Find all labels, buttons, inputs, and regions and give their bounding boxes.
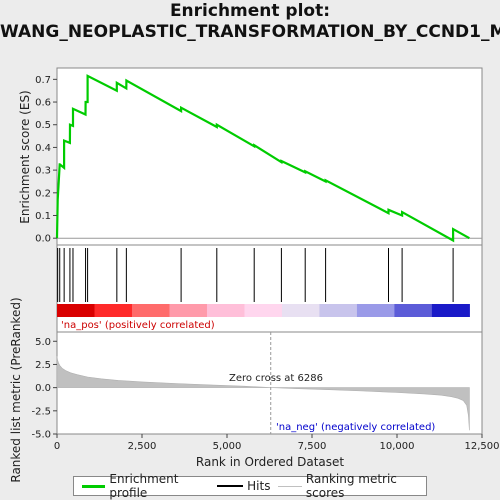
zero-cross-label: Zero cross at 6286	[229, 373, 323, 384]
es-y-tick-label: 0.0	[35, 234, 51, 245]
x-axis-label: Rank in Ordered Dataset	[196, 455, 344, 469]
x-tick-label: 0	[54, 441, 60, 452]
es-y-tick-label: 0.2	[35, 188, 51, 199]
es-panel	[56, 67, 483, 246]
metric-y-tick-label: -5.0	[31, 430, 51, 441]
legend-item-hits: Hits	[217, 479, 270, 493]
es-y-tick-label: 0.3	[35, 166, 51, 177]
heat-segment	[57, 304, 95, 317]
heat-segment	[244, 304, 283, 317]
hit-marks	[57, 248, 454, 302]
axes: 0.0 0.1 0.2 0.3 0.4 0.5 0.6 0.7 -5.0 -2.5 0.0 2.5 5.…	[31, 75, 499, 452]
x-tick-label: 5,000	[213, 441, 242, 452]
legend-hits-swatch	[217, 485, 244, 487]
heat-segment	[131, 304, 170, 317]
metric-y-tick-label: 2.5	[35, 360, 51, 371]
legend-es-swatch	[82, 484, 106, 488]
x-tick-label: 7,500	[298, 441, 327, 452]
metric-area	[56, 356, 470, 431]
es-curve	[55, 74, 470, 243]
legend-item-es: Enrichment profile	[82, 472, 209, 500]
metric-y-tick-label: 0.0	[35, 383, 51, 394]
title-line-1: Enrichment plot:	[169, 1, 331, 21]
legend-es-label: Enrichment profile	[109, 472, 179, 500]
hits-panel	[56, 244, 483, 333]
metric-plot	[56, 332, 470, 434]
es-y-tick-label: 0.7	[35, 75, 51, 86]
es-plot	[55, 74, 482, 243]
legend-hits-label: Hits	[247, 479, 271, 493]
chart-title: Enrichment plot: WANG_NEOPLASTIC_TRANSFO…	[0, 1, 500, 43]
x-tick-label: 10,000	[380, 441, 415, 452]
heat-segment	[319, 304, 358, 317]
es-y-tick-label: 0.4	[35, 143, 51, 154]
heat-segment	[281, 304, 320, 317]
metric-y-axis-label: Ranked list metric (PreRanked)	[9, 297, 23, 482]
es-y-tick-label: 0.1	[35, 211, 51, 222]
heat-strip	[57, 304, 470, 317]
neg-label: 'na_neg' (negatively correlated)	[276, 422, 435, 433]
es-y-tick-label: 0.5	[35, 120, 51, 131]
title-line-2: WANG_NEOPLASTIC_TRANSFORMATION_BY_CCND1_…	[0, 22, 500, 42]
x-tick-label: 2,500	[128, 441, 157, 452]
heat-segment	[394, 304, 433, 317]
legend-item-metric: Ranking metric scores	[278, 472, 426, 500]
es-y-axis-label: Enrichment score (ES)	[18, 90, 32, 223]
heat-segment	[206, 304, 245, 317]
es-y-tick-label: 0.6	[35, 98, 51, 109]
metric-y-tick-label: -2.5	[31, 406, 51, 417]
metric-y-tick-label: 5.0	[35, 337, 51, 348]
legend-metric-label: Ranking metric scores	[305, 472, 397, 500]
heat-segment	[356, 304, 395, 317]
heat-segment	[431, 304, 470, 317]
heat-segment	[169, 304, 208, 317]
pos-label: 'na_pos' (positively correlated)	[61, 320, 215, 331]
x-tick-label: 12,500	[465, 441, 500, 452]
legend: Enrichment profile Hits Ranking metric s…	[73, 472, 427, 500]
heat-segment	[94, 304, 133, 317]
legend-metric-swatch	[278, 485, 302, 487]
